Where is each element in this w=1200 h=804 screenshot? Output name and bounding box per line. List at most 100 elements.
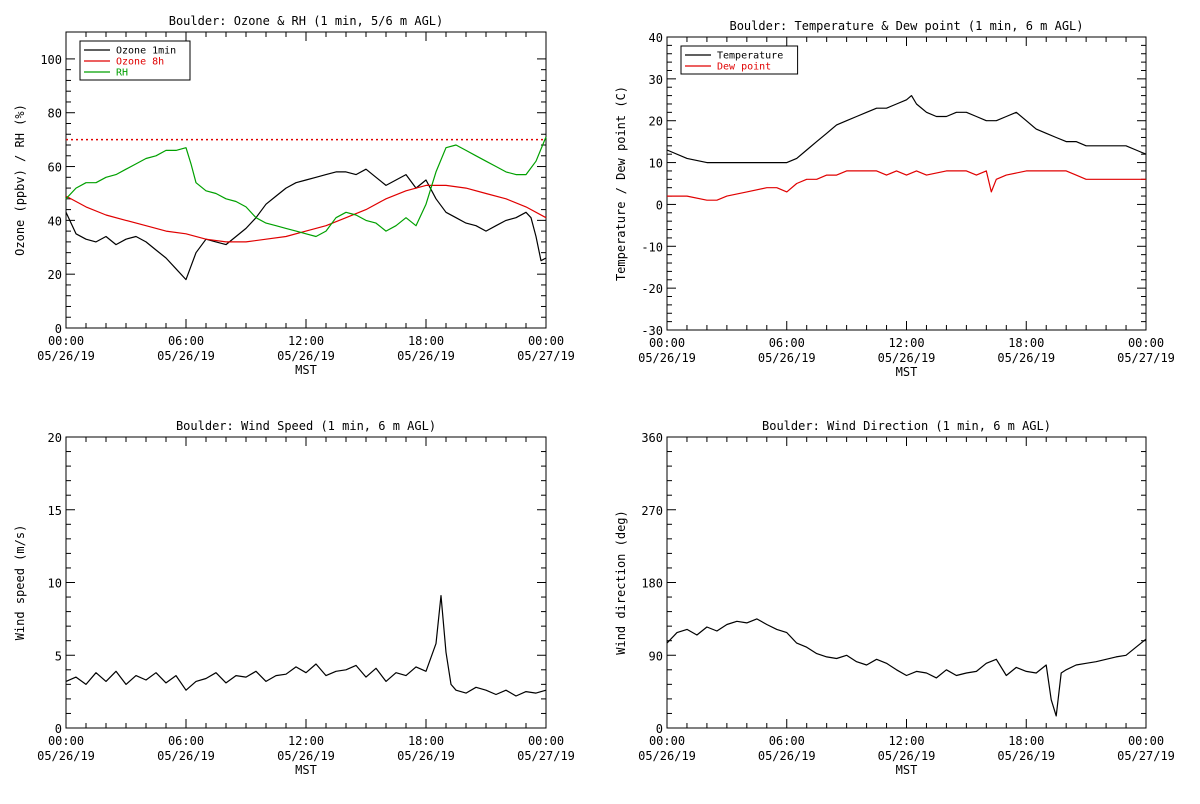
legend-box <box>680 45 799 75</box>
x-tick-time-label: 18:00 <box>408 334 444 348</box>
x-tick-time-label: 12:00 <box>288 334 324 348</box>
y-tick-label: 15 <box>48 504 62 518</box>
x-tick-time-label: 18:00 <box>408 734 444 748</box>
y-tick-label: 80 <box>48 107 62 121</box>
legend-entry-label: RH <box>116 68 128 79</box>
x-tick-time-label: 18:00 <box>1008 734 1044 748</box>
x-tick-date-label: 05/26/19 <box>997 351 1055 365</box>
x-tick-date-label: 05/26/19 <box>397 349 455 363</box>
y-tick-label: 270 <box>641 504 663 518</box>
x-tick-time-label: 00:00 <box>649 734 685 748</box>
y-tick-label: 0 <box>55 722 62 736</box>
y-tick-label: 0 <box>55 322 62 336</box>
x-tick-time-label: 18:00 <box>1008 336 1044 350</box>
y-tick-label: -20 <box>641 282 663 296</box>
y-tick-label: 5 <box>55 649 62 663</box>
x-tick-date-label: 05/26/19 <box>277 749 335 763</box>
x-tick-date-label: 05/27/19 <box>517 749 575 763</box>
x-tick-time-label: 00:00 <box>1128 336 1164 350</box>
chart-panel-4: Boulder: Wind Direction (1 min, 6 m AGL)… <box>614 419 1175 777</box>
y-tick-label: -30 <box>641 324 663 338</box>
y-axis-label: Ozone (ppbv) / RH (%) <box>13 104 27 256</box>
y-tick-label: 10 <box>649 157 663 171</box>
x-tick-date-label: 05/26/19 <box>758 749 816 763</box>
x-tick-time-label: 06:00 <box>769 734 805 748</box>
x-tick-date-label: 05/26/19 <box>758 351 816 365</box>
series-line-1 <box>666 94 1147 164</box>
x-axis-label: MST <box>896 365 918 379</box>
x-tick-time-label: 12:00 <box>288 734 324 748</box>
series-line-1 <box>65 168 547 281</box>
x-tick-time-label: 00:00 <box>528 734 564 748</box>
x-tick-date-label: 05/27/19 <box>517 349 575 363</box>
x-tick-date-label: 05/27/19 <box>1117 749 1175 763</box>
series-line-3 <box>65 136 547 238</box>
x-tick-time-label: 00:00 <box>48 334 84 348</box>
y-tick-label: -10 <box>641 240 663 254</box>
y-tick-label: 360 <box>641 431 663 445</box>
y-axis-label: Wind speed (m/s) <box>13 525 27 641</box>
y-tick-label: 40 <box>649 31 663 45</box>
series-line-2 <box>667 170 1146 201</box>
y-tick-label: 40 <box>48 214 62 228</box>
x-tick-date-label: 05/26/19 <box>157 349 215 363</box>
chart-title: Boulder: Wind Direction (1 min, 6 m AGL) <box>762 419 1051 433</box>
y-tick-label: 180 <box>641 577 663 591</box>
plot-frame <box>65 436 547 729</box>
legend-entry-label: Ozone 1min <box>116 46 176 57</box>
plot-frame <box>666 36 1147 331</box>
x-tick-date-label: 05/26/19 <box>638 351 696 365</box>
x-tick-time-label: 12:00 <box>888 734 924 748</box>
y-tick-label: 90 <box>649 649 663 663</box>
x-tick-date-label: 05/26/19 <box>157 749 215 763</box>
x-tick-time-label: 00:00 <box>528 334 564 348</box>
x-tick-date-label: 05/26/19 <box>878 351 936 365</box>
x-tick-date-label: 05/26/19 <box>37 749 95 763</box>
y-tick-label: 100 <box>40 53 62 67</box>
x-tick-date-label: 05/26/19 <box>37 349 95 363</box>
series-line-2 <box>65 184 547 243</box>
x-axis-label: MST <box>295 763 317 777</box>
y-axis-label: Wind direction (deg) <box>614 510 628 655</box>
x-tick-date-label: 05/26/19 <box>397 749 455 763</box>
y-tick-label: 20 <box>649 115 663 129</box>
y-tick-label: 20 <box>48 268 62 282</box>
series-line-1 <box>666 618 1147 717</box>
x-tick-time-label: 06:00 <box>168 734 204 748</box>
x-tick-date-label: 05/26/19 <box>997 749 1055 763</box>
x-tick-time-label: 00:00 <box>649 336 685 350</box>
x-axis-label: MST <box>295 363 317 377</box>
legend-entry-label: Temperature <box>717 51 783 62</box>
x-tick-time-label: 06:00 <box>168 334 204 348</box>
y-tick-label: 30 <box>649 73 663 87</box>
y-tick-label: 0 <box>656 198 663 212</box>
chart-panel-3: Boulder: Wind Speed (1 min, 6 m AGL) 0 5 10… <box>13 419 575 777</box>
x-tick-date-label: 05/26/19 <box>277 349 335 363</box>
y-tick-label: 60 <box>48 161 62 175</box>
chart-title: Boulder: Wind Speed (1 min, 6 m AGL) <box>176 419 436 433</box>
series-line-1 <box>65 594 547 697</box>
x-axis-label: MST <box>896 763 918 777</box>
x-tick-date-label: 05/26/19 <box>638 749 696 763</box>
y-tick-label: 20 <box>48 431 62 445</box>
legend-entry-label: Ozone 8h <box>116 57 164 68</box>
chart-title: Boulder: Ozone & RH (1 min, 5/6 m AGL) <box>169 14 444 28</box>
x-tick-date-label: 05/27/19 <box>1117 351 1175 365</box>
x-tick-date-label: 05/26/19 <box>878 749 936 763</box>
x-tick-time-label: 00:00 <box>1128 734 1164 748</box>
y-tick-label: 10 <box>48 577 62 591</box>
chart-title: Boulder: Temperature & Dew point (1 min,… <box>729 19 1083 33</box>
plot-frame <box>666 436 1147 729</box>
legend-entry-label: Dew point <box>717 62 771 73</box>
y-axis-label: Temperature / Dew point (C) <box>614 86 628 281</box>
chart-panel-1: Boulder: Ozone & RH (1 min, 5/6 m AGL) 0 2… <box>13 14 575 377</box>
x-tick-time-label: 00:00 <box>48 734 84 748</box>
y-tick-label: 0 <box>656 722 663 736</box>
x-tick-time-label: 12:00 <box>888 336 924 350</box>
x-tick-time-label: 06:00 <box>769 336 805 350</box>
chart-panel-2: Boulder: Temperature & Dew point (1 min,… <box>614 19 1175 379</box>
